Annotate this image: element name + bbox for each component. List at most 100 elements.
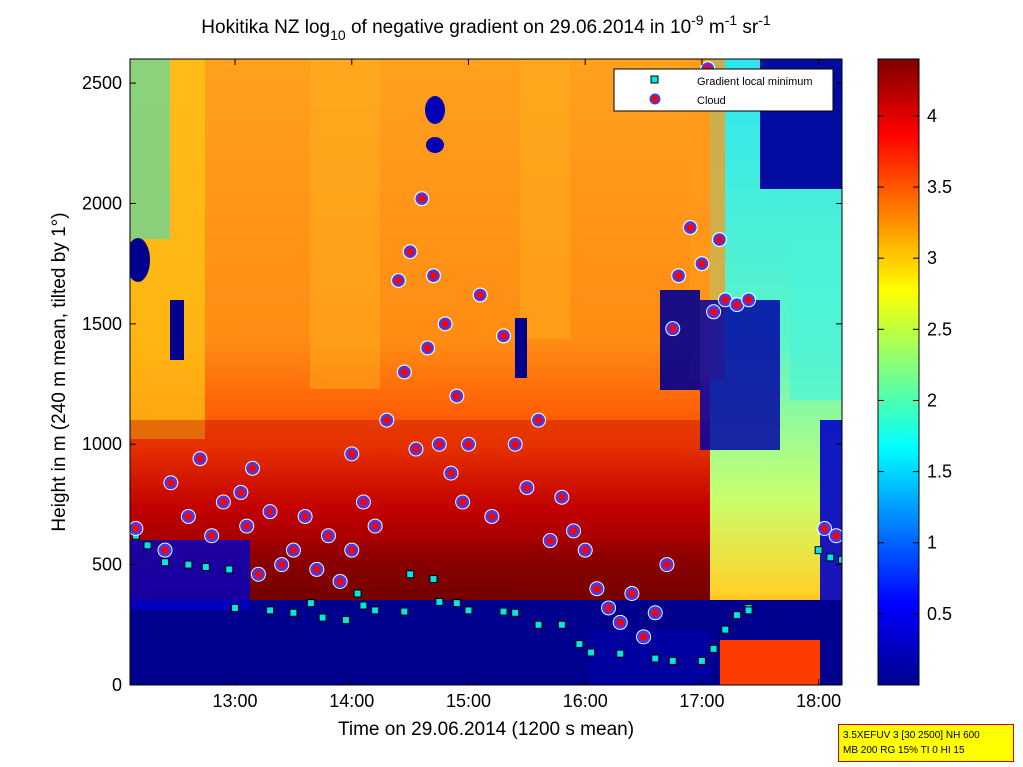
- cloud-point-halo: [204, 528, 220, 544]
- cloud-point-halo: [285, 542, 301, 558]
- cloud-point-halo: [484, 508, 500, 524]
- gradient-minimum-point: [225, 565, 234, 574]
- y-tick-label: 0: [112, 675, 122, 695]
- cloud-point-halo: [130, 521, 144, 536]
- gradient-minimum-point: [435, 597, 444, 606]
- cloud-point: [310, 563, 324, 576]
- cloud-point-halo: [828, 528, 842, 544]
- cloud-point-halo: [449, 388, 465, 404]
- cloud-point: [555, 490, 569, 504]
- colorbar-tick-label: 2: [927, 390, 937, 410]
- x-tick-label: 14:00: [329, 691, 374, 711]
- cloud-point: [246, 462, 259, 475]
- gradient-minimum-point: [231, 603, 240, 612]
- cloud-point: [263, 505, 277, 518]
- y-axis: 0 500 1000 1500 2000 2500: [82, 73, 842, 695]
- cloud-point-halo: [332, 573, 348, 589]
- cloud-point: [287, 543, 300, 557]
- cloud-point-halo: [460, 436, 476, 452]
- colorbar-tick-label: 0.5: [927, 604, 952, 624]
- cloud-point-halo: [245, 460, 261, 476]
- gradient-minimum-point: [406, 570, 415, 579]
- cloud-point: [298, 510, 312, 523]
- cloud-point-halo: [507, 436, 523, 452]
- y-tick-label: 500: [92, 555, 122, 575]
- gradient-minima-series: [131, 531, 842, 665]
- cloud-point-halo: [425, 268, 441, 284]
- cloud-point: [590, 582, 604, 595]
- cloud-point: [695, 257, 709, 270]
- cloud-point-halo: [180, 508, 196, 524]
- cloud-point: [433, 437, 446, 451]
- gradient-minimum-point: [697, 656, 706, 665]
- cloud-point: [567, 524, 580, 538]
- gradient-minimum-point: [289, 608, 298, 617]
- chart-title: Hokitika NZ log10 of negative gradient o…: [201, 12, 771, 43]
- cloud-point: [602, 601, 615, 615]
- gradient-minimum-point: [341, 615, 350, 624]
- cloud-point-halo: [589, 581, 605, 597]
- colorbar-tick-label: 1: [927, 533, 937, 553]
- cloud-point-halo: [741, 292, 757, 308]
- cloud-point: [497, 329, 510, 343]
- cloud-point: [672, 269, 685, 282]
- cloud-point-halo: [297, 508, 313, 524]
- cloud-point: [543, 534, 557, 547]
- gradient-minimum-point: [359, 601, 368, 610]
- cloud-point: [427, 269, 440, 282]
- gradient-minimum-point: [826, 553, 835, 562]
- cloud-point: [182, 510, 195, 523]
- cloud-point: [532, 413, 545, 427]
- gradient-minimum-point: [721, 625, 730, 634]
- legend-marker-minimum: [650, 75, 659, 84]
- cloud-point: [130, 522, 143, 535]
- x-axis-label: Time on 29.06.2014 (1200 s mean): [338, 719, 634, 740]
- cloud-point: [818, 522, 831, 535]
- cloud-point: [684, 221, 697, 234]
- cloud-point: [345, 447, 359, 461]
- y-tick-label: 2500: [82, 73, 122, 93]
- gradient-minimum-point: [709, 644, 718, 653]
- cloud-point: [252, 567, 265, 581]
- gradient-minimum-point: [353, 589, 362, 598]
- cloud-point-halo: [711, 232, 727, 248]
- info-line-1: 3.5XEFUV 3 [30 2500] NH 600: [843, 730, 980, 741]
- cloud-point-halo: [647, 605, 663, 621]
- gradient-minimum-point: [306, 599, 315, 608]
- cloud-point-halo: [274, 557, 290, 573]
- cloud-point-halo: [262, 504, 278, 520]
- cloud-point: [357, 495, 370, 509]
- x-tick-label: 13:00: [213, 691, 258, 711]
- cloud-point-halo: [443, 465, 459, 481]
- legend-label-cloud: Cloud: [697, 95, 726, 107]
- cloud-point-halo: [455, 494, 471, 510]
- gradient-minimum-point: [429, 575, 438, 584]
- cloud-point-halo: [250, 566, 266, 582]
- cloud-series: [130, 61, 842, 645]
- legend: Gradient local minimum Cloud: [613, 68, 834, 112]
- y-tick-label: 2000: [82, 193, 122, 213]
- cloud-point: [403, 245, 417, 258]
- colorbar: 0.5 1 1.5 2 2.5 3 3.5 4: [877, 58, 952, 686]
- cloud-point-halo: [472, 287, 488, 303]
- cloud-point-halo: [816, 521, 832, 536]
- cloud-point-halo: [437, 316, 453, 332]
- colorbar-tick-label: 3: [927, 248, 937, 268]
- cloud-point-halo: [344, 446, 360, 462]
- gradient-minimum-point: [400, 607, 409, 616]
- gradient-minimum-point: [534, 620, 543, 629]
- gradient-minimum-point: [744, 606, 753, 615]
- cloud-point: [333, 575, 347, 588]
- cloud-point-halo: [233, 484, 249, 500]
- gradient-minimum-point: [452, 599, 461, 608]
- cloud-point-halo: [601, 600, 617, 616]
- colorbar-tick-label: 2.5: [927, 319, 952, 339]
- gradient-minimum-point: [511, 608, 520, 617]
- gradient-minimum-point: [201, 563, 210, 572]
- cloud-point: [409, 442, 423, 456]
- cloud-point: [345, 543, 359, 557]
- cloud-point: [625, 587, 639, 600]
- cloud-point-halo: [320, 528, 336, 544]
- cloud-point-halo: [665, 321, 681, 337]
- cloud-point: [398, 365, 411, 379]
